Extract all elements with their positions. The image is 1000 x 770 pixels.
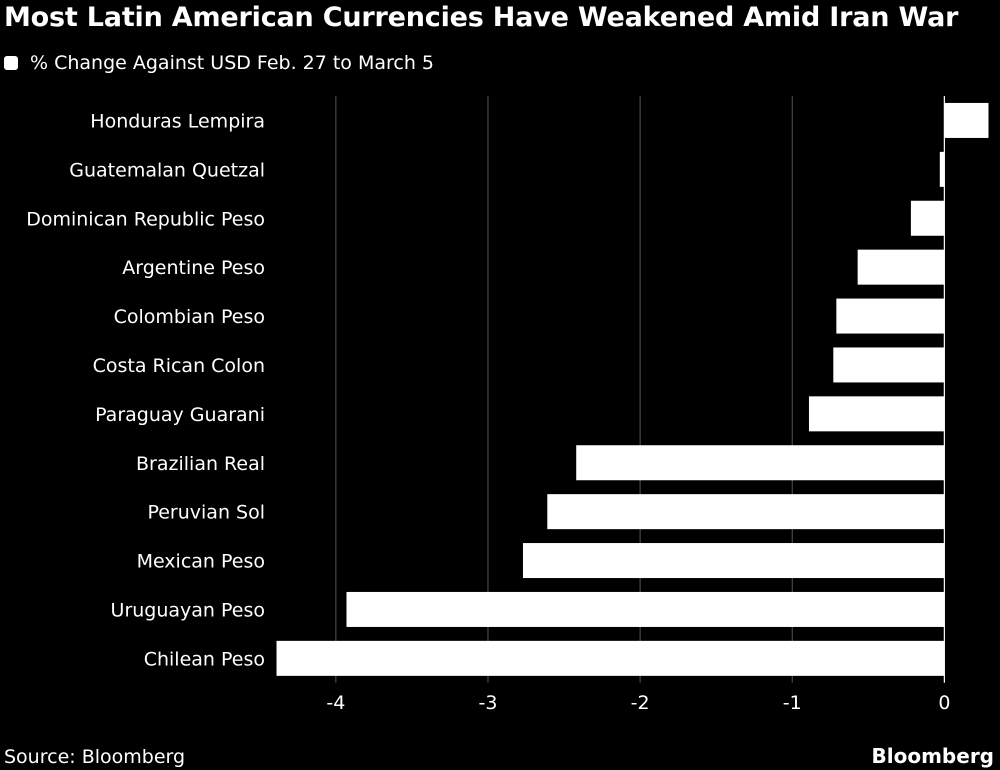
bar	[576, 445, 945, 481]
category-label: Uruguayan Peso	[111, 599, 265, 621]
category-label: Chilean Peso	[144, 648, 265, 670]
legend-label: % Change Against USD Feb. 27 to March 5	[30, 52, 435, 74]
bar-chart: Honduras Lempira Guatemalan Quetzal Domini…	[26, 96, 989, 714]
category-label: Peruvian Sol	[147, 502, 265, 524]
source-note: Source: Bloomberg	[4, 746, 186, 768]
bar	[833, 347, 945, 383]
bar	[857, 249, 945, 285]
category-label: Costa Rican Colon	[93, 355, 265, 377]
bar	[910, 200, 945, 236]
category-label: Guatemalan Quetzal	[69, 159, 265, 181]
x-tick-label: 0	[938, 692, 950, 714]
bar	[944, 102, 989, 138]
legend-swatch	[4, 56, 18, 70]
x-tick-label: -3	[479, 692, 498, 714]
brand-logo: Bloomberg	[871, 744, 994, 768]
x-tick-label: -4	[326, 692, 345, 714]
bar	[939, 151, 945, 187]
category-label: Paraguay Guarani	[95, 404, 265, 426]
bar	[522, 543, 945, 579]
x-axis-ticks: -4 -3 -2 -1 0	[326, 692, 950, 714]
gridlines	[335, 96, 945, 683]
bar	[547, 494, 945, 530]
category-label: Dominican Republic Peso	[26, 208, 265, 230]
x-tick-label: -1	[783, 692, 802, 714]
legend: % Change Against USD Feb. 27 to March 5	[4, 50, 434, 76]
category-label: Argentine Peso	[122, 257, 265, 279]
category-label: Mexican Peso	[137, 551, 265, 573]
bars	[276, 102, 989, 676]
category-labels: Honduras Lempira Guatemalan Quetzal Domini…	[26, 110, 265, 670]
bar	[346, 591, 945, 627]
category-label: Brazilian Real	[136, 453, 265, 475]
bar	[808, 396, 945, 432]
category-label: Honduras Lempira	[90, 110, 265, 132]
bar	[836, 298, 945, 334]
x-tick-label: -2	[631, 692, 650, 714]
chart-title: Most Latin American Currencies Have Weak…	[4, 2, 959, 33]
bar	[276, 640, 945, 676]
category-label: Colombian Peso	[114, 306, 265, 328]
